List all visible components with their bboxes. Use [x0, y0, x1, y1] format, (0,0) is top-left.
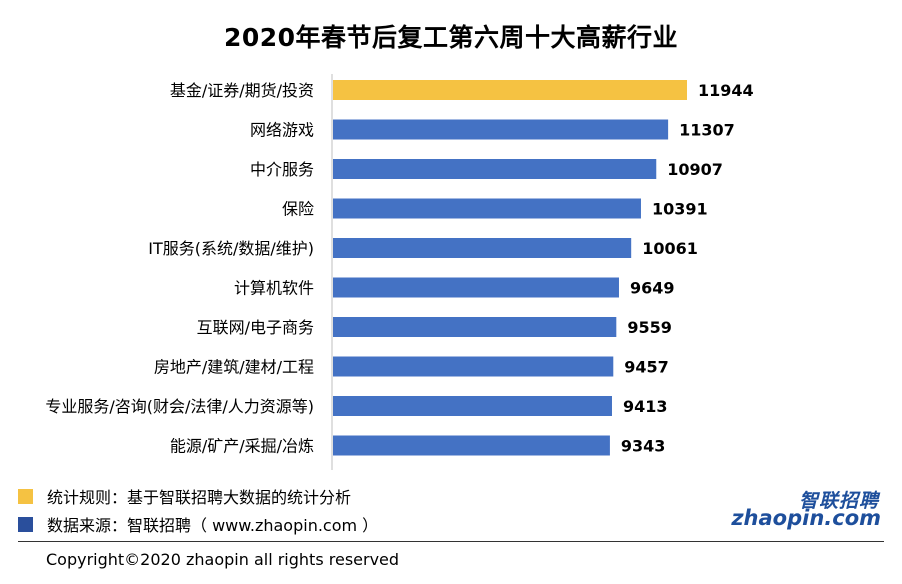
category-label: 网络游戏 [250, 121, 314, 140]
bar [333, 238, 632, 258]
bar [333, 198, 641, 219]
data-label: 10907 [667, 160, 723, 179]
bar [333, 119, 669, 140]
bar [333, 435, 610, 456]
data-label: 9649 [630, 279, 675, 298]
category-label: 计算机软件 [234, 279, 314, 298]
data-label: 11944 [698, 81, 754, 100]
brand-name-cn: 智联招聘 [798, 490, 879, 512]
category-label: 互联网/电子商务 [197, 318, 314, 337]
data-label: 11307 [679, 121, 735, 140]
chart-title: 2020年春节后复工第六周十大高薪行业 [223, 23, 679, 52]
bar [333, 396, 612, 416]
data-label: 10391 [652, 200, 708, 219]
bar [333, 277, 619, 298]
data-label: 9343 [621, 437, 666, 456]
category-label: 基金/证券/期货/投资 [170, 81, 314, 100]
brand-name-en: zhaopin.com [731, 506, 881, 530]
legend-swatch-rule [18, 488, 33, 504]
category-label: 房地产/建筑/建材/工程 [154, 358, 314, 377]
bar [333, 356, 614, 377]
data-label: 9413 [623, 397, 668, 416]
data-label: 9559 [627, 318, 672, 337]
bar-chart: 基金/证券/期货/投资 11944 网络游戏 11307 中介服务 10907 保险 1039… [45, 74, 754, 470]
bar [333, 159, 657, 179]
legend-swatch-source [18, 516, 33, 532]
category-label: 中介服务 [250, 160, 314, 179]
footer-divider [18, 541, 884, 542]
category-label: 专业服务/咨询(财会/法律/人力资源等) [45, 397, 314, 416]
legend-label-rule: 统计规则：基于智联招聘大数据的统计分析 [47, 488, 352, 507]
category-label: IT服务(系统/数据/维护) [148, 239, 314, 258]
legend-item-source: 数据来源：智联招聘（ www.zhaopin.com ） [18, 513, 378, 535]
bar [333, 80, 687, 100]
data-label: 9457 [624, 358, 669, 377]
data-label: 10061 [642, 239, 698, 258]
legend-item-rule: 统计规则：基于智联招聘大数据的统计分析 [18, 485, 351, 507]
bar [333, 317, 617, 337]
legend-label-source: 数据来源：智联招聘（ www.zhaopin.com ） [47, 516, 379, 535]
copyright-text: Copyright©2020 zhaopin all rights reserv… [46, 550, 400, 569]
zhaopin-logo: 智联招聘 zhaopin.com [715, 484, 885, 534]
category-label: 能源/矿产/采掘/冶炼 [170, 437, 314, 456]
category-label: 保险 [282, 200, 314, 219]
